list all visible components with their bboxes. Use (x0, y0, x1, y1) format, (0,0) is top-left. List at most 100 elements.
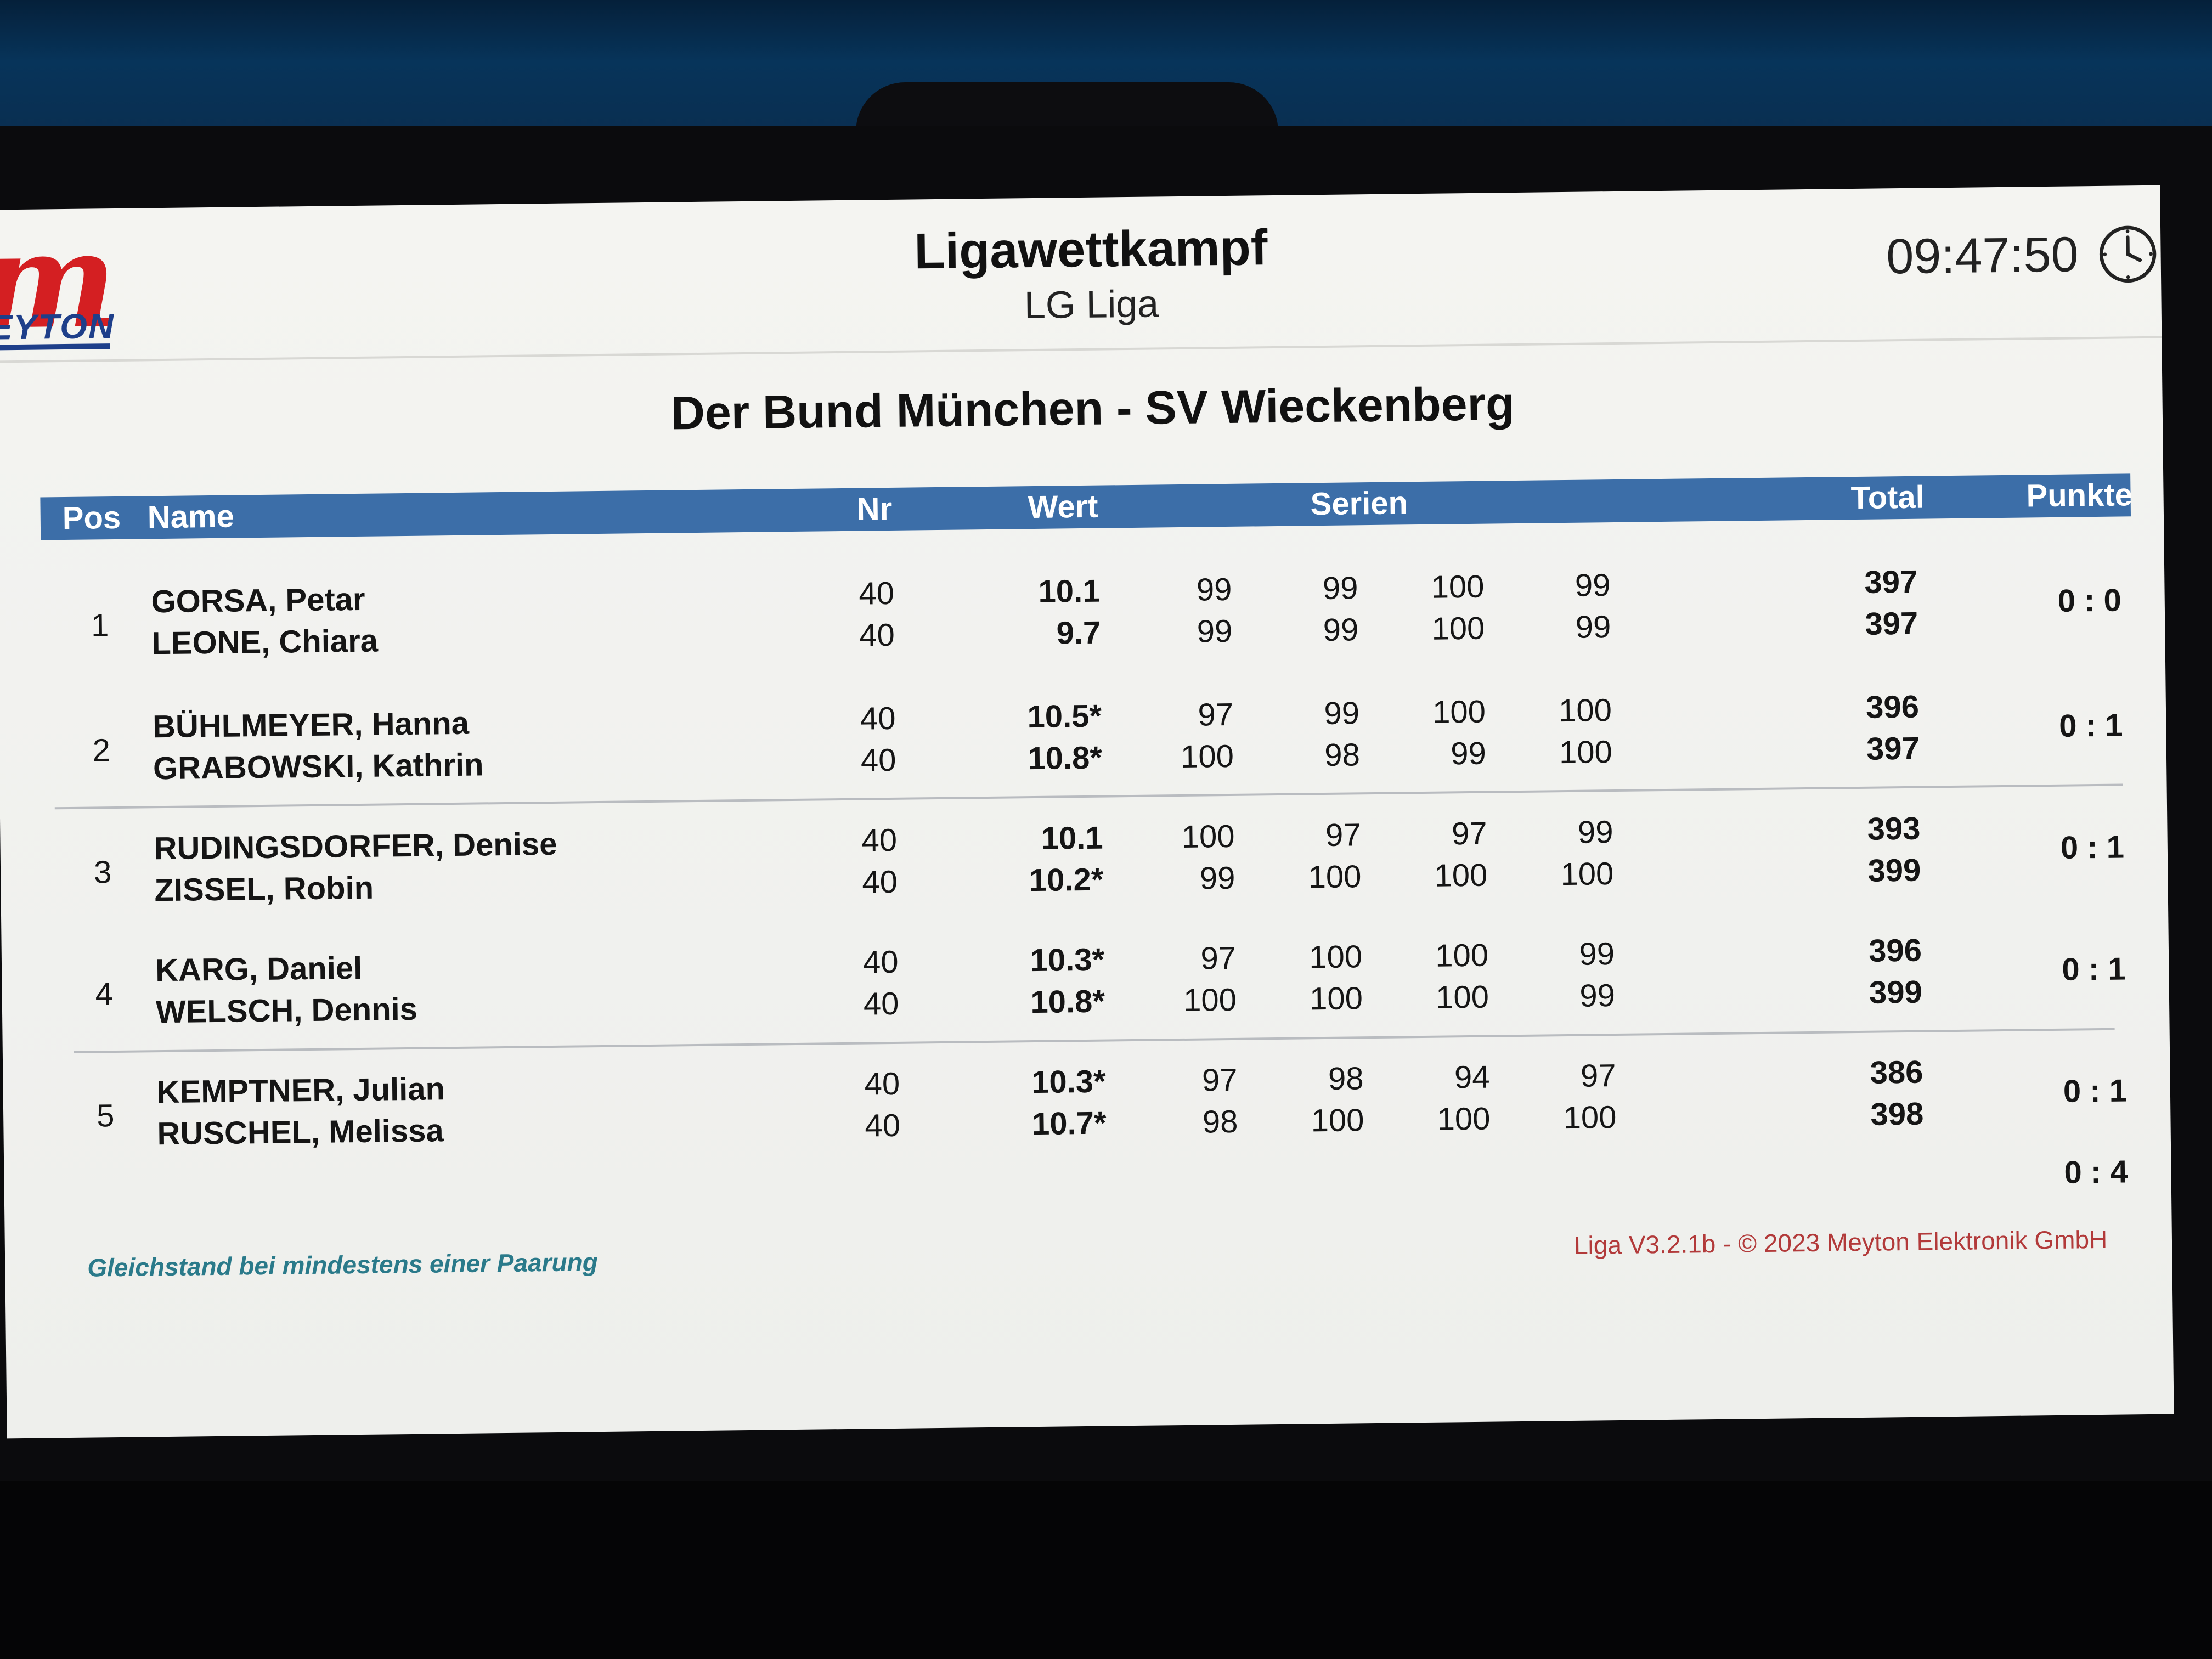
serie-4: 97 (1580, 1058, 1616, 1094)
serie-3: 94 (1454, 1059, 1490, 1096)
serie-2: 99 (1324, 695, 1360, 732)
pairing-punkte: 0 : 1 (2062, 951, 2126, 988)
serie-4: 100 (1558, 692, 1612, 729)
page-title: Ligawettkampf (913, 219, 1268, 280)
serie-4: 100 (1560, 856, 1614, 893)
shooter-name: KEMPTNER, Julian (156, 1071, 445, 1110)
col-header-pos: Pos (62, 499, 121, 537)
shooter-name: ZISSEL, Robin (154, 870, 374, 909)
serie-1: 97 (1198, 696, 1234, 733)
shooter-name: GRABOWSKI, Kathrin (153, 747, 484, 787)
match-title: Der Bund München - SV Wieckenberg (670, 377, 1515, 440)
pairing-punkte: 0 : 1 (2063, 1073, 2128, 1109)
shooter-nr: 40 (860, 700, 896, 737)
clock-time: 09:47:50 (1886, 227, 2079, 285)
row-divider (74, 1028, 2115, 1053)
serie-2: 100 (1311, 1102, 1364, 1139)
serie-3: 100 (1434, 857, 1488, 894)
col-header-punkte: Punkte (2026, 477, 2133, 514)
serie-2: 98 (1328, 1060, 1364, 1097)
shooter-wert: 10.1 (1041, 820, 1103, 856)
serie-3: 100 (1432, 693, 1486, 730)
serie-1: 100 (1183, 981, 1237, 1018)
shooter-nr: 40 (863, 985, 899, 1022)
shooter-total: 397 (1864, 563, 1918, 600)
header-divider (0, 336, 2162, 363)
pairing-punkte: 0 : 1 (2058, 707, 2123, 744)
serie-3: 100 (1435, 979, 1489, 1015)
shooter-total: 397 (1865, 605, 1918, 642)
serie-4: 99 (1575, 609, 1611, 645)
shooter-name: KARG, Daniel (155, 950, 363, 989)
col-header-wert: Wert (1028, 488, 1098, 526)
row-pos: 5 (96, 1098, 115, 1134)
shooter-nr: 40 (864, 1065, 900, 1102)
serie-2: 99 (1323, 612, 1359, 648)
shooter-wert: 10.8* (1030, 983, 1105, 1020)
clock-icon (2099, 225, 2157, 283)
tie-note: Gleichstand bei mindestens einer Paarung (87, 1248, 599, 1282)
serie-2: 100 (1308, 939, 1363, 975)
serie-2: 100 (1309, 980, 1363, 1017)
serie-1: 97 (1201, 1062, 1238, 1098)
shooter-total: 393 (1867, 810, 1921, 847)
serie-1: 97 (1200, 940, 1237, 977)
serie-2: 97 (1325, 817, 1361, 853)
copyright-notice: Liga V3.2.1b - © 2023 Meyton Elektronik … (1573, 1224, 2108, 1260)
shooter-wert: 10.1 (1038, 573, 1101, 610)
serie-1: 99 (1197, 613, 1233, 650)
serie-3: 99 (1450, 735, 1487, 772)
shooter-total: 399 (1867, 852, 1921, 889)
shooter-total: 396 (1868, 932, 1922, 969)
serie-4: 99 (1575, 567, 1611, 603)
serie-4: 99 (1579, 936, 1615, 972)
shooter-nr: 40 (859, 617, 895, 653)
row-pos: 2 (92, 732, 111, 769)
shooter-nr: 40 (861, 822, 898, 859)
scoreboard-screen: m EYTON Ligawettkampf LG Liga 09:47:50 D… (0, 185, 2174, 1439)
shooter-nr: 40 (860, 742, 896, 778)
serie-1: 98 (1202, 1103, 1238, 1140)
shooter-name: RUDINGSDORFER, Denise (154, 826, 557, 867)
col-header-nr: Nr (856, 490, 893, 527)
serie-3: 100 (1431, 610, 1485, 647)
col-header-total: Total (1850, 479, 1925, 516)
row-pos: 1 (91, 607, 109, 644)
shooter-name: GORSA, Petar (151, 581, 365, 620)
shooter-total: 396 (1865, 689, 1920, 725)
total-punkte: 0 : 4 (2064, 1154, 2128, 1190)
serie-4: 100 (1563, 1099, 1617, 1136)
serie-1: 99 (1196, 571, 1232, 608)
shooter-wert: 10.8* (1028, 740, 1103, 777)
serie-3: 100 (1431, 568, 1485, 605)
serie-1: 100 (1181, 818, 1235, 855)
shooter-total: 386 (1870, 1054, 1923, 1091)
shooter-total: 399 (1869, 974, 1923, 1011)
serie-2: 98 (1324, 737, 1361, 774)
shooter-total: 397 (1866, 730, 1920, 767)
shooter-name: WELSCH, Dennis (155, 991, 418, 1030)
meyton-logo-text: EYTON (0, 306, 115, 347)
shooter-wert: 10.3* (1031, 1063, 1106, 1101)
shooter-wert: 10.7* (1031, 1105, 1107, 1142)
shooter-wert: 10.2* (1029, 861, 1104, 899)
serie-3: 100 (1437, 1101, 1491, 1137)
row-pos: 3 (93, 854, 112, 890)
desk-foreground (0, 1481, 2212, 1659)
serie-4: 99 (1577, 814, 1613, 850)
col-header-serien: Serien (1310, 485, 1408, 522)
serie-4: 100 (1559, 734, 1613, 771)
serie-1: 99 (1199, 860, 1235, 896)
shooter-wert: 10.3* (1030, 941, 1105, 979)
pairing-punkte: 0 : 1 (2060, 829, 2125, 866)
serie-2: 99 (1322, 570, 1358, 607)
shooter-nr: 40 (862, 944, 899, 980)
serie-2: 100 (1308, 859, 1362, 895)
shooter-nr: 40 (865, 1107, 901, 1144)
serie-3: 100 (1435, 937, 1489, 974)
shooter-nr: 40 (859, 575, 895, 612)
shooter-name: RUSCHEL, Melissa (157, 1113, 444, 1152)
serie-4: 99 (1579, 978, 1616, 1014)
shooter-wert: 10.5* (1027, 698, 1102, 735)
shooter-total: 398 (1870, 1096, 1924, 1132)
